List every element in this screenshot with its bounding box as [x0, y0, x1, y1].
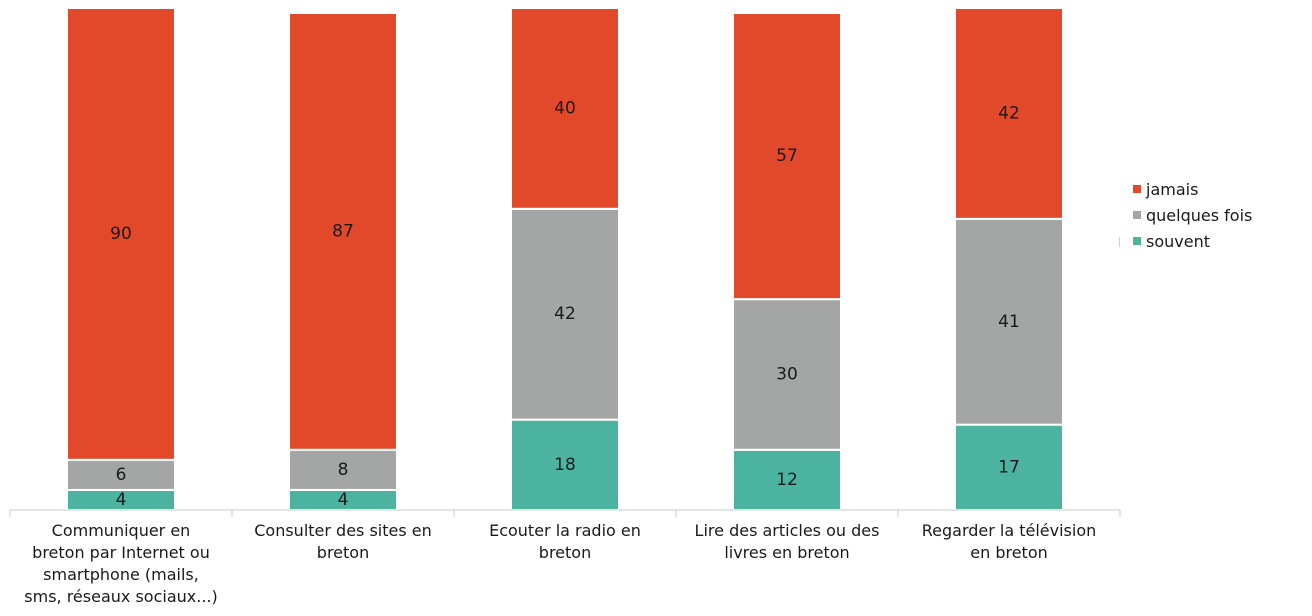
category-label: Ecouter la radio en breton — [489, 521, 641, 562]
bar-segment-quelques-fois — [510, 207, 620, 421]
data-label: 42 — [554, 304, 576, 324]
bar-segment-souvent — [954, 423, 1064, 511]
category-label-line: Communiquer en — [52, 521, 191, 540]
data-label: 18 — [554, 455, 576, 475]
bar-segment-quelques-fois — [732, 298, 842, 451]
data-label: 8 — [338, 460, 349, 480]
legend-divider-tick — [1119, 237, 1120, 247]
category-labels: Communiquer en breton par Internet ou smar… — [24, 521, 1096, 606]
legend-swatch — [1133, 185, 1141, 193]
bar-segment-jamais — [510, 7, 620, 210]
category-label-line: Ecouter la radio en — [489, 521, 641, 540]
data-label: 12 — [776, 470, 798, 490]
bar-segment-jamais — [288, 12, 398, 451]
category-label-line: breton — [317, 543, 369, 562]
category-label: Communiquer en breton par Internet ou smar… — [24, 521, 217, 606]
data-label: 90 — [110, 224, 132, 244]
legend-item-jamais: jamais — [1133, 176, 1252, 202]
bar-segment-quelques-fois — [288, 448, 398, 491]
bar-segment-jamais — [66, 7, 176, 461]
bar-segment-quelques-fois — [954, 217, 1064, 426]
legend-swatch — [1133, 211, 1141, 219]
category-label: Regarder la télévision en breton — [922, 521, 1097, 562]
data-label: 42 — [998, 103, 1020, 123]
x-axis — [9, 509, 1121, 517]
bar-segment-souvent — [510, 418, 620, 512]
category-label-line: en breton — [970, 543, 1048, 562]
bar-segment-jamais — [954, 7, 1064, 220]
data-label: 17 — [998, 457, 1020, 477]
data-label: 41 — [998, 312, 1020, 332]
category-label-line: sms, réseaux sociaux...) — [24, 587, 217, 606]
data-label: 4 — [116, 490, 127, 510]
bars-layer: 4 6 90 4 8 87 18 42 40 12 30 57 17 41 42 — [66, 7, 1064, 512]
category-label-line: Lire des articles ou des — [695, 521, 880, 540]
category-label-line: breton par Internet ou — [32, 543, 210, 562]
category-label-line: smartphone (mails, — [43, 565, 199, 584]
category-label: Lire des articles ou des livres en breton — [695, 521, 880, 562]
legend-swatch — [1133, 237, 1141, 245]
data-label: 87 — [332, 221, 354, 241]
data-label: 40 — [554, 98, 576, 118]
data-label: 30 — [776, 364, 798, 384]
category-label-line: breton — [539, 543, 591, 562]
data-label: 4 — [338, 490, 349, 510]
bar-segment-quelques-fois — [66, 458, 176, 491]
category-label-line: livres en breton — [724, 543, 849, 562]
category-label: Consulter des sites en breton — [254, 521, 432, 562]
legend-item-souvent: souvent — [1133, 228, 1252, 254]
legend-item-quelques-fois: quelques fois — [1133, 202, 1252, 228]
legend-label: jamais — [1146, 179, 1199, 199]
legend: jamais quelques fois souvent — [1133, 176, 1252, 254]
legend-label: souvent — [1146, 231, 1210, 251]
legend-label: quelques fois — [1146, 205, 1253, 225]
data-label: 6 — [116, 465, 127, 485]
bar-segment-souvent — [732, 448, 842, 512]
category-label-line: Consulter des sites en — [254, 521, 432, 540]
bar-segment-jamais — [732, 12, 842, 301]
data-label: 57 — [776, 146, 798, 166]
category-label-line: Regarder la télévision — [922, 521, 1097, 540]
